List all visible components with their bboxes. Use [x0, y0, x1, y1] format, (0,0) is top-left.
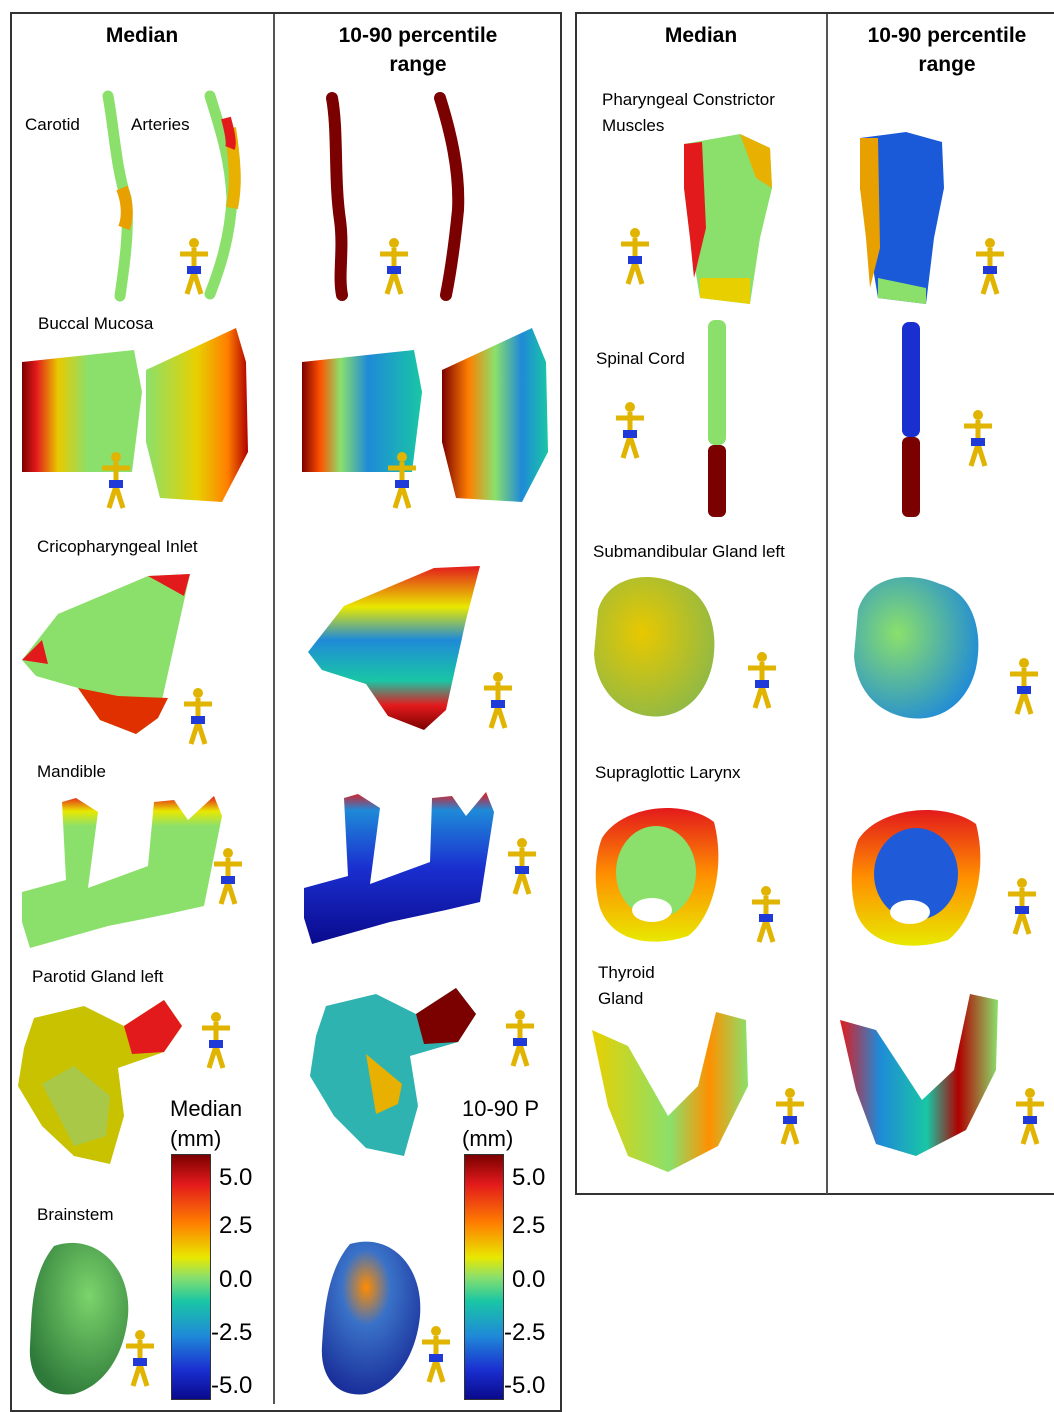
person-icon	[964, 410, 992, 467]
carotid-median-figure	[102, 90, 241, 302]
person-icon	[506, 1010, 534, 1067]
label-submandibular-gland-left: Submandibular Gland left	[593, 542, 785, 561]
person-icon	[1008, 878, 1036, 935]
label-thyroid-gland: Thyroid Gland	[598, 963, 655, 1008]
parotid-range-figure	[310, 988, 476, 1156]
brainstem-median-figure	[29, 1242, 129, 1395]
person-icon	[388, 452, 416, 509]
carotid-range-figure	[326, 92, 465, 301]
person-icon	[380, 238, 408, 295]
header-right-range: 10-90 percentile range	[867, 24, 1027, 76]
person-icon	[422, 1326, 450, 1383]
person-icon	[184, 688, 212, 745]
parotid-median-figure	[18, 1000, 182, 1164]
mandible-range-figure	[304, 792, 494, 944]
label-brainstem: Brainstem	[37, 1205, 114, 1224]
supraglottic-median-figure	[595, 808, 719, 942]
label-buccal-mucosa: Buccal Mucosa	[38, 314, 154, 333]
person-icon	[508, 838, 536, 895]
person-icon	[621, 228, 649, 285]
person-icon	[484, 672, 512, 729]
left-column-divider	[273, 14, 275, 1404]
label-mandible: Mandible	[37, 762, 106, 781]
brainstem-range-figure	[321, 1241, 421, 1395]
person-icon	[616, 402, 644, 459]
median-scale-tick: 5.0	[219, 1164, 253, 1191]
supraglottic-range-figure	[851, 810, 981, 946]
range-color-scale	[464, 1154, 504, 1400]
pharyngeal-median-figure	[684, 134, 772, 304]
header-right-median: Median	[664, 24, 738, 47]
median-scale-tick: 0.0	[219, 1266, 253, 1293]
right-panel	[575, 12, 1054, 1195]
range-scale-tick: 2.5	[512, 1212, 546, 1239]
mandible-median-figure	[22, 796, 222, 948]
person-icon	[976, 238, 1004, 295]
label-spinal-cord: Spinal Cord	[596, 349, 685, 368]
range-scale-tick: -5.0	[504, 1372, 546, 1399]
person-icon	[1016, 1088, 1044, 1145]
pharyngeal-range-figure	[860, 132, 944, 304]
person-icon	[126, 1330, 154, 1387]
spinal-cord-median-figure	[708, 320, 726, 517]
label-cricopharyngeal-inlet: Cricopharyngeal Inlet	[37, 537, 198, 556]
person-icon	[202, 1012, 230, 1069]
label-pharyngeal-constrictor-muscles: Pharyngeal Constrictor Muscles	[602, 90, 775, 135]
person-icon	[776, 1088, 804, 1145]
thyroid-median-figure	[592, 1012, 748, 1172]
buccal-median-figure	[22, 328, 248, 502]
median-scale-tick: 2.5	[219, 1212, 253, 1239]
range-scale-tick: 5.0	[512, 1164, 546, 1191]
submandibular-range-figure	[854, 576, 979, 719]
label-arteries: Arteries	[131, 115, 190, 134]
label-parotid-gland-left: Parotid Gland left	[32, 967, 164, 986]
header-left-median: Median	[105, 24, 179, 47]
header-left-range: 10-90 percentile range	[338, 24, 498, 76]
buccal-range-figure	[302, 328, 548, 502]
range-scale-tick: -2.5	[504, 1319, 546, 1346]
median-color-scale	[171, 1154, 211, 1400]
person-icon	[102, 452, 130, 509]
person-icon	[1010, 658, 1038, 715]
person-icon	[748, 652, 776, 709]
label-supraglottic-larynx: Supraglottic Larynx	[595, 763, 741, 782]
thyroid-range-figure	[840, 994, 998, 1156]
median-scale-tick: -5.0	[211, 1372, 253, 1399]
crico-range-figure	[308, 566, 480, 730]
range-scale-tick: 0.0	[512, 1266, 546, 1293]
person-icon	[214, 848, 242, 905]
range-scale-title: 10-90 P (mm)	[462, 1096, 540, 1151]
median-scale-title: Median (mm)	[170, 1096, 243, 1151]
right-column-divider	[826, 14, 828, 1194]
spinal-cord-range-figure	[902, 322, 920, 517]
crico-median-figure	[22, 574, 190, 734]
person-icon	[752, 886, 780, 943]
median-scale-tick: -2.5	[211, 1319, 253, 1346]
person-icon	[180, 238, 208, 295]
submandibular-median-figure	[594, 576, 715, 717]
label-carotid: Carotid	[25, 115, 80, 134]
